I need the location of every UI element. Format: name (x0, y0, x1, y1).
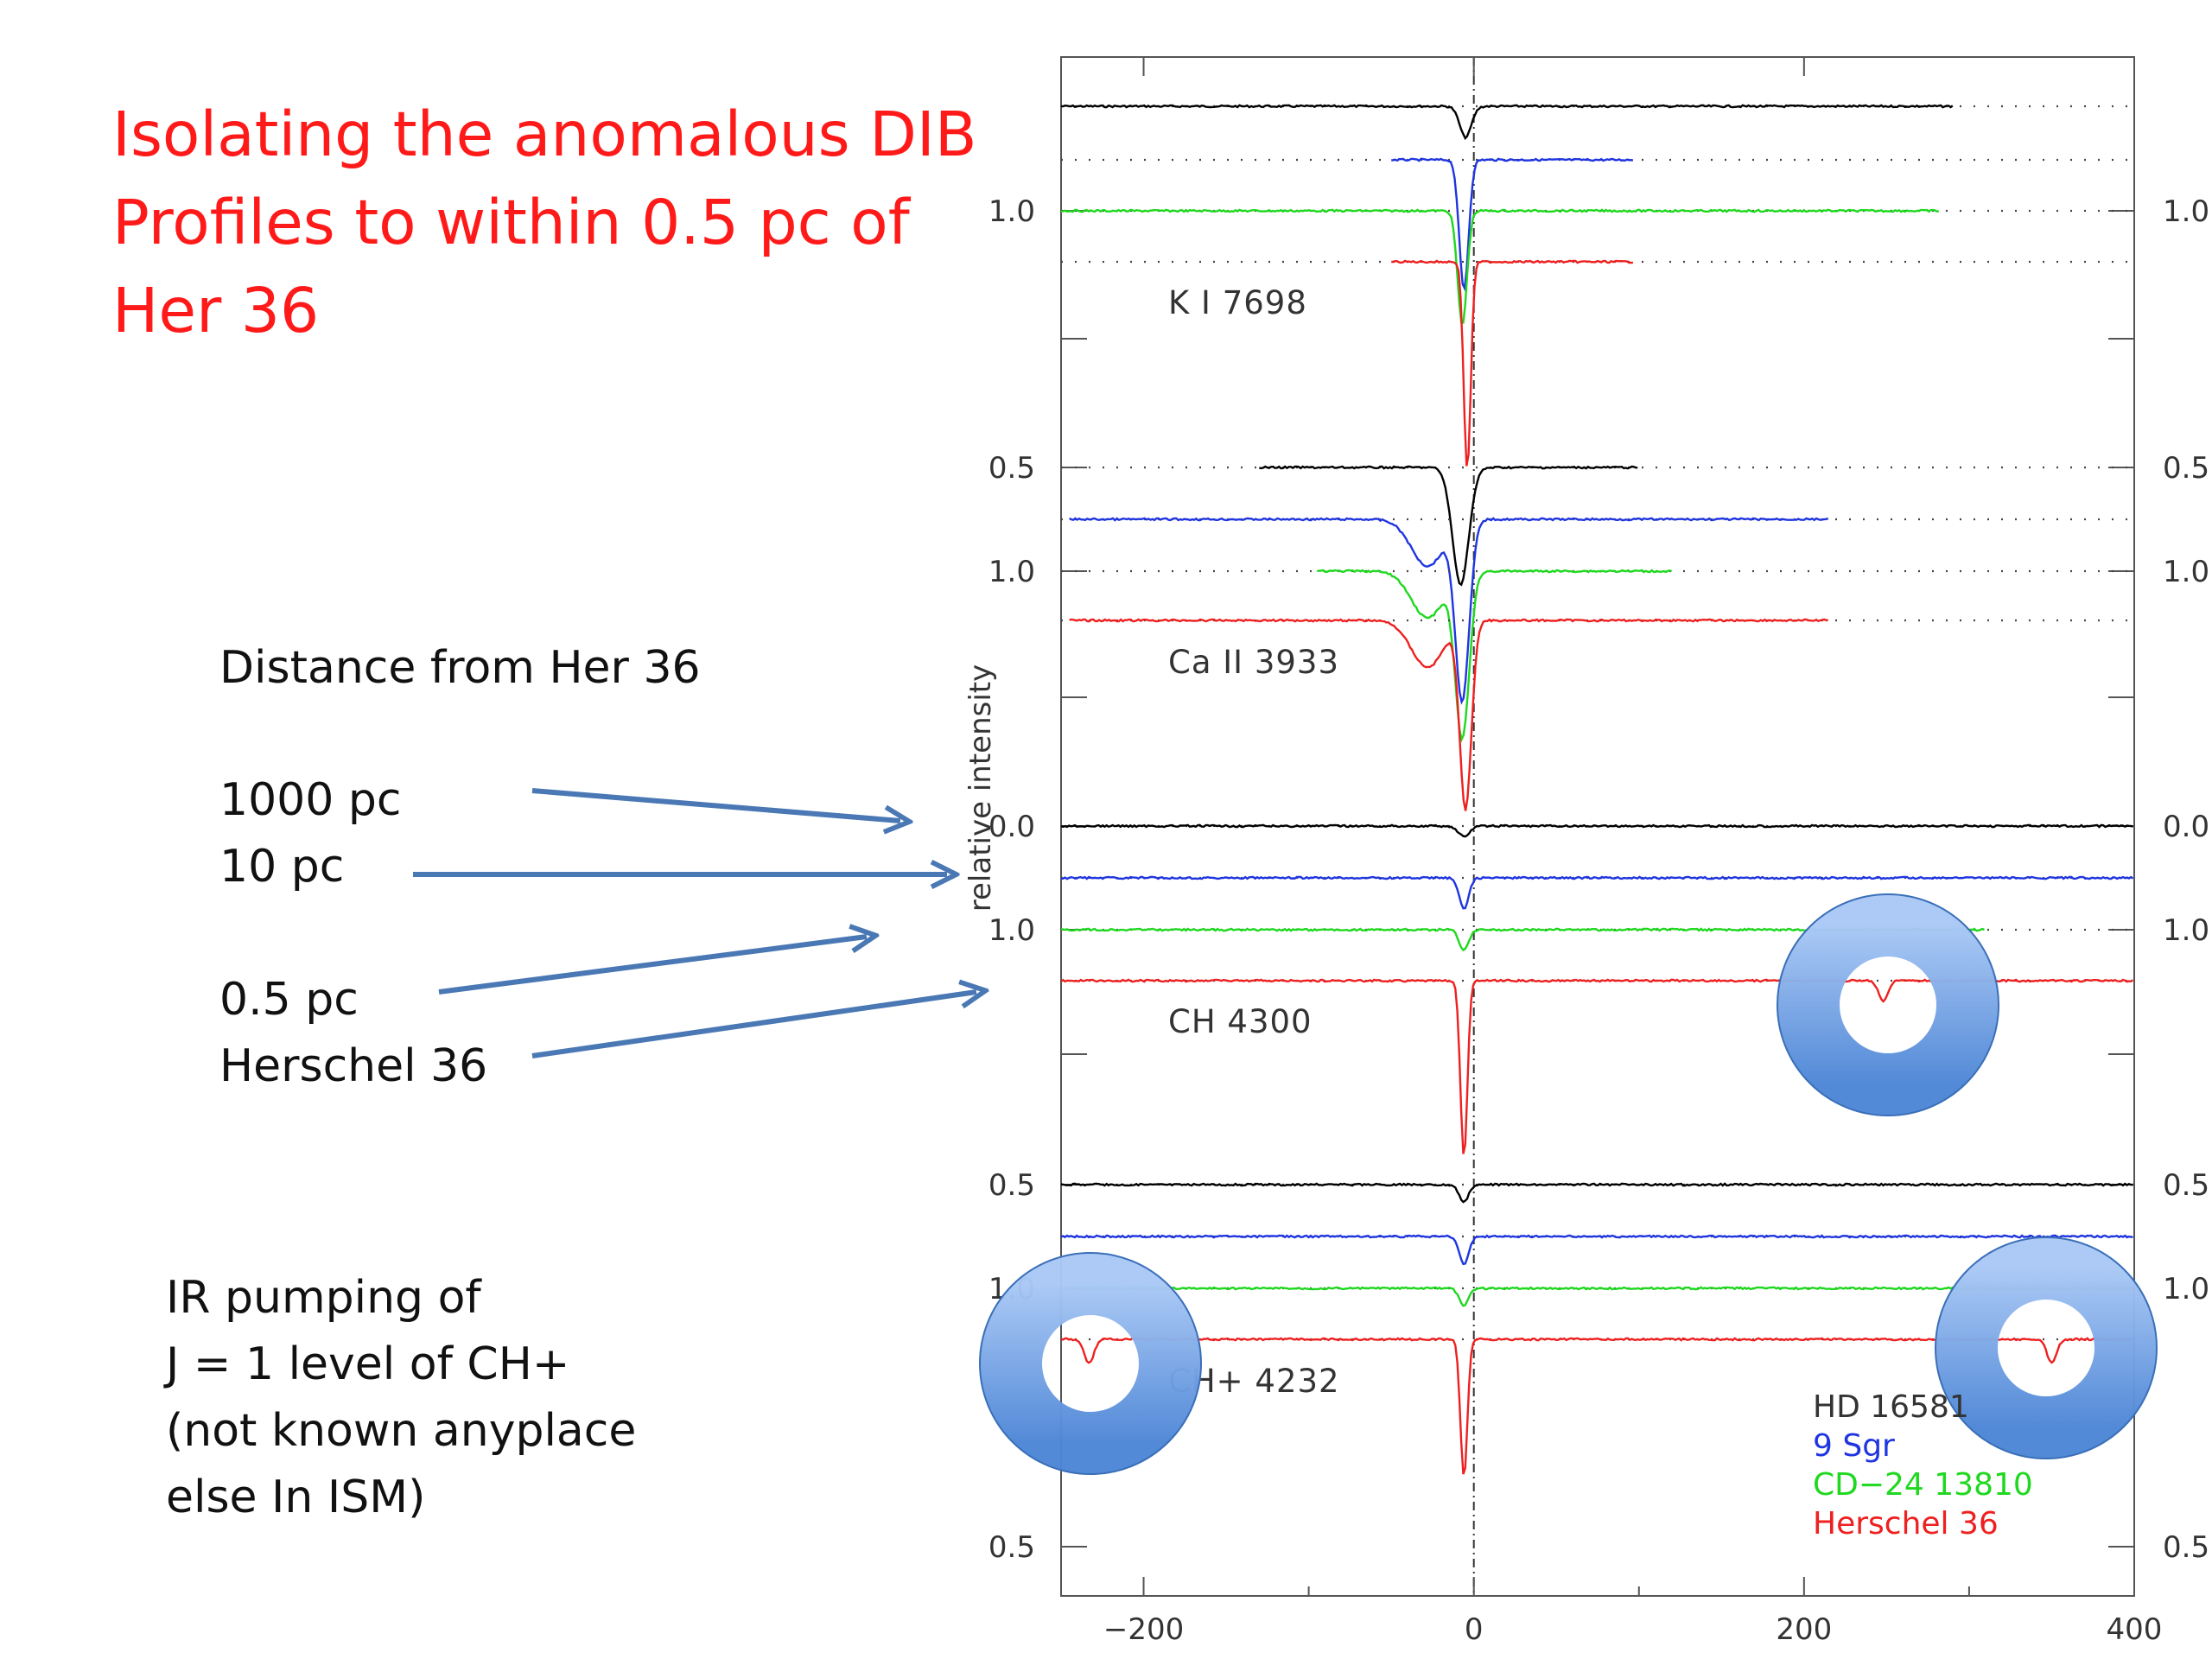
spectrum-line (1060, 104, 1954, 141)
spectrum-line (1060, 875, 2134, 910)
slide-title: Isolating the anomalous DIB Profiles to … (112, 91, 985, 355)
highlight-ring-edge (979, 1252, 1202, 1475)
highlight-ring (1936, 1237, 2157, 1459)
y-tick-label-left: 0.0 (988, 810, 1035, 844)
y-tick-label-right: 0.0 (2163, 810, 2209, 844)
y-tick-label-right: 1.0 (2163, 913, 2209, 948)
ir-note-line: IR pumping of (166, 1272, 481, 1324)
legend-entry: 9 Sgr (1813, 1428, 1895, 1464)
species-label: K I 7698 (1168, 284, 1307, 321)
y-tick-label-left: 0.5 (988, 1168, 1035, 1203)
x-tick-label: 200 (1776, 1612, 1832, 1647)
spectrum-line (1060, 1182, 2133, 1204)
y-tick-label-right: 1.0 (2163, 555, 2209, 589)
y-tick-label-right: 0.5 (2163, 451, 2209, 486)
panel-0: K I 7698 (1060, 104, 2134, 467)
y-tick-label-right: 1.0 (2163, 194, 2209, 229)
distance-label-1000pc: 1000 pc (219, 774, 402, 826)
highlight-ring-edge (1935, 1236, 2158, 1459)
highlight-ring-edge (1777, 893, 1999, 1116)
spectrum-line (1060, 823, 2133, 838)
pointer-arrow (531, 788, 900, 821)
title-line: Her 36 (112, 275, 320, 346)
spectrum-line (1391, 259, 1633, 467)
species-label: CH 4300 (1168, 1003, 1313, 1040)
spectrum-line (1060, 208, 1939, 324)
legend-entry: CD−24 13810 (1813, 1467, 2033, 1503)
pointer-arrow (438, 937, 867, 995)
spectrum-line (1316, 569, 1672, 743)
ir-note-line: else In ISM) (166, 1471, 426, 1523)
species-label: Ca II 3933 (1168, 644, 1339, 681)
y-tick-label-left: 0.5 (988, 451, 1035, 486)
y-tick-label-left: 0.5 (988, 1530, 1035, 1565)
spectrum-line (1259, 465, 1638, 587)
highlight-ring (1777, 894, 1999, 1116)
x-tick-label: 0 (1465, 1612, 1484, 1647)
y-tick-label-right: 0.5 (2163, 1530, 2209, 1565)
distance-label-0-5pc: 0.5 pc (219, 974, 359, 1026)
legend-entry: Herschel 36 (1813, 1506, 1999, 1541)
y-tick-label-left: 1.0 (988, 913, 1035, 948)
pointer-arrow (531, 992, 976, 1058)
ir-note-line: (not known anyplace (166, 1405, 637, 1457)
highlight-ring (980, 1253, 1201, 1474)
panel-1: Ca II 3933 (1061, 465, 2134, 811)
x-tick-label: 400 (2107, 1612, 2163, 1647)
y-tick-label-left: 1.0 (988, 555, 1035, 589)
spectrum-line (1069, 618, 1828, 811)
legend-entry: HD 16581 (1813, 1389, 1969, 1425)
ir-note-line: J = 1 level of CH+ (166, 1338, 570, 1390)
spectrum-line (1060, 1234, 2133, 1266)
title-line: Isolating the anomalous DIB (112, 99, 977, 170)
spectrum-line (1391, 157, 1634, 292)
y-tick-label-right: 1.0 (2163, 1272, 2209, 1306)
spectrum-line (1069, 517, 1829, 705)
distance-label-herschel-36: Herschel 36 (219, 1040, 488, 1092)
y-tick-label-left: 1.0 (988, 194, 1035, 229)
x-tick-label: −200 (1103, 1612, 1184, 1647)
y-tick-label-right: 0.5 (2163, 1168, 2209, 1203)
distance-label-10pc: 10 pc (219, 841, 345, 893)
title-line: Profiles to within 0.5 pc of (112, 187, 910, 258)
y-axis-title: relative intensity (963, 664, 998, 912)
distance-heading: Distance from Her 36 (219, 642, 701, 694)
